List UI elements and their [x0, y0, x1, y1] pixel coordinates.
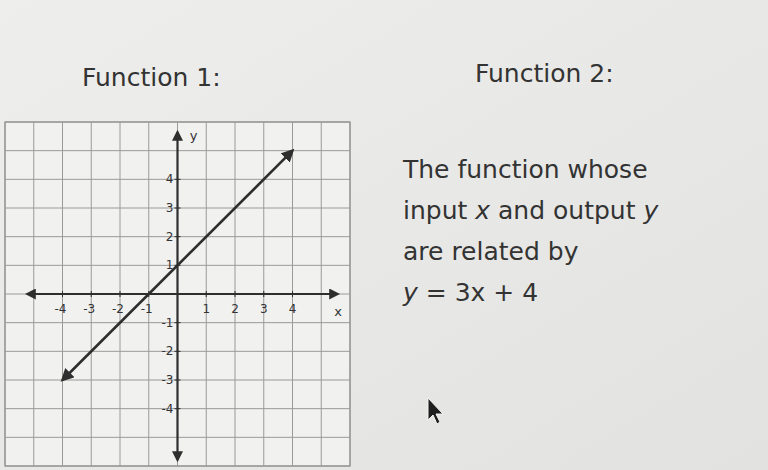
grid-line	[235, 122, 236, 466]
word: input	[403, 196, 468, 225]
word: related	[443, 237, 539, 266]
plot-data	[63, 151, 293, 380]
y-tick	[175, 208, 181, 209]
grid-line	[5, 466, 350, 467]
y-tick	[175, 322, 181, 323]
word: The	[402, 155, 450, 184]
function-line	[63, 151, 293, 380]
grid-line	[292, 122, 293, 466]
x-tick-label: 4	[289, 302, 297, 316]
word: x	[467, 196, 490, 225]
word: are	[403, 237, 443, 266]
y-tick	[175, 236, 181, 237]
x-tick	[120, 291, 121, 297]
x-axis	[27, 293, 338, 295]
y-tick-label: 2	[166, 230, 174, 244]
grid-line	[5, 179, 350, 180]
word: y	[402, 278, 419, 307]
word: y	[635, 196, 659, 225]
x-tick-label: -1	[141, 302, 153, 316]
grid-line	[5, 351, 350, 352]
grid	[5, 122, 350, 466]
mouse-cursor	[428, 398, 443, 424]
word: whose	[560, 155, 648, 184]
grid-line	[177, 122, 178, 466]
grid-line	[5, 322, 350, 323]
x-tick-label: -2	[112, 302, 124, 316]
y-tick-label: 3	[166, 201, 174, 215]
y-axis	[176, 132, 178, 460]
word: +	[485, 278, 514, 307]
chart-title: Function 1:	[82, 63, 221, 92]
grid-line	[62, 122, 63, 466]
y-axis-label: y	[190, 128, 198, 143]
function-2-line: The function whose	[402, 155, 648, 184]
background	[0, 0, 768, 470]
word: 3x	[447, 278, 486, 307]
grid-line	[91, 122, 92, 466]
grid-line	[5, 122, 350, 123]
plot-frame	[5, 122, 350, 466]
grid-line	[263, 122, 264, 466]
word: and	[490, 196, 545, 225]
word: function	[450, 155, 560, 184]
word: =	[418, 278, 447, 307]
grid-line	[5, 208, 350, 209]
grid-line	[120, 122, 121, 466]
y-tick-label: -1	[162, 316, 174, 330]
x-tick	[235, 291, 236, 297]
grid-line	[5, 236, 350, 237]
x-tick	[91, 291, 92, 297]
x-tick-label: -4	[55, 302, 67, 316]
word: 4	[514, 278, 538, 307]
x-tick-label: 1	[202, 302, 210, 316]
y-tick-label: 4	[166, 172, 174, 186]
grid-line	[5, 380, 350, 381]
x-tick	[62, 291, 63, 297]
function-2-title: Function 2:	[475, 59, 614, 88]
function-2-line: input x and output y	[403, 196, 659, 225]
function-2-line: y = 3x + 4	[402, 278, 538, 307]
x-tick	[206, 291, 207, 297]
x-tick-label: -3	[83, 302, 95, 316]
y-tick-label: -3	[162, 373, 174, 387]
grid-line	[206, 122, 207, 466]
x-tick-label: 2	[231, 302, 239, 316]
y-tick	[175, 380, 181, 381]
word: output	[545, 196, 636, 225]
y-tick	[175, 179, 181, 180]
x-tick-label: 3	[260, 302, 268, 316]
word: by	[540, 237, 579, 266]
y-tick-label: -2	[162, 344, 174, 358]
y-tick	[175, 408, 181, 409]
y-tick-label: -4	[162, 402, 174, 416]
x-tick	[292, 291, 293, 297]
page: Function 1:-4-3-2-11234-4-3-2-11234xyFun…	[0, 0, 768, 470]
y-tick	[175, 351, 181, 352]
function-2-line: are related by	[403, 237, 579, 266]
x-axis-label: x	[334, 304, 342, 319]
x-tick	[263, 291, 264, 297]
grid-line	[5, 408, 350, 409]
